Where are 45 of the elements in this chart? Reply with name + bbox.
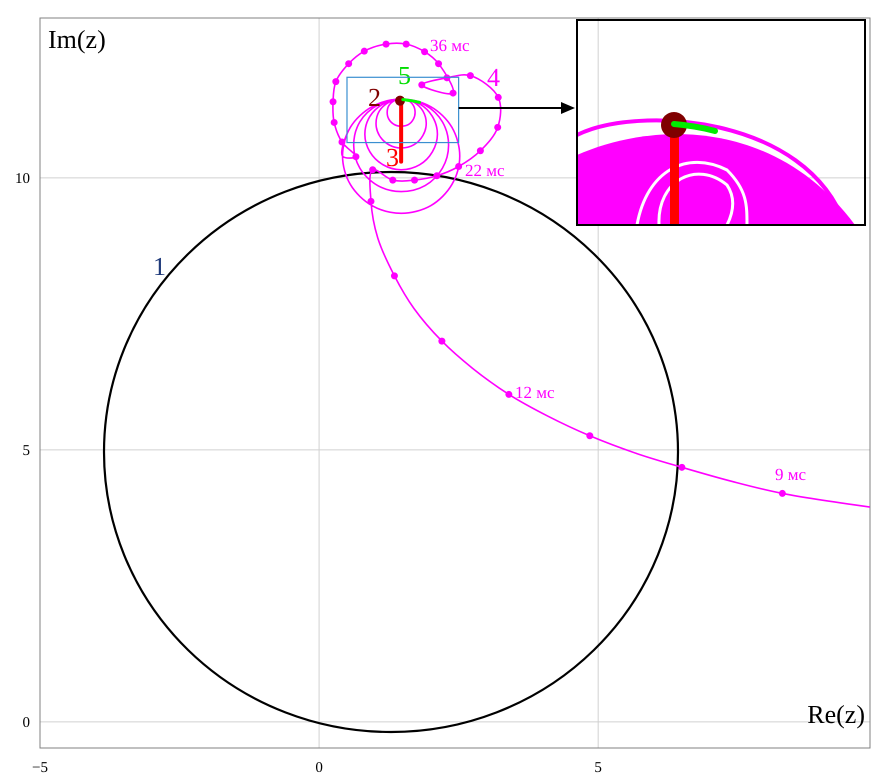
annotation: 3	[386, 143, 399, 172]
point	[494, 124, 502, 131]
x-tick-label: 0	[315, 760, 323, 776]
point	[382, 40, 390, 48]
point	[678, 464, 686, 471]
point	[332, 78, 340, 86]
point	[369, 166, 376, 174]
y-tick-label: 0	[22, 714, 30, 731]
point	[389, 176, 396, 184]
annotation: 36 мс	[430, 36, 470, 55]
point	[476, 147, 484, 154]
point	[402, 40, 410, 48]
point	[586, 432, 594, 440]
point	[435, 60, 442, 68]
point	[330, 118, 338, 126]
point	[455, 163, 462, 170]
point	[433, 172, 440, 180]
y-tick-label: 5	[22, 442, 30, 459]
point	[345, 60, 352, 68]
point	[367, 198, 374, 205]
point	[390, 272, 398, 280]
x-tick-label: −5	[32, 760, 48, 776]
point	[352, 153, 360, 160]
point	[421, 48, 428, 56]
point	[411, 176, 418, 184]
annotation: 4	[487, 63, 500, 92]
point	[778, 490, 786, 497]
annotation: 12 мс	[515, 383, 556, 402]
point	[338, 138, 346, 146]
y-tick-label: 10	[15, 170, 30, 187]
point	[494, 94, 502, 101]
point	[466, 72, 474, 80]
annotation: 1	[153, 252, 166, 281]
point	[330, 98, 337, 106]
point	[438, 338, 446, 345]
annotation: 2	[368, 83, 381, 112]
point	[450, 90, 457, 97]
point	[505, 390, 512, 398]
x-axis-title: Re(z)	[807, 700, 865, 729]
point	[418, 81, 426, 88]
y-axis-title: Im(z)	[48, 25, 106, 54]
annotation: 9 мс	[775, 465, 807, 484]
point	[360, 48, 368, 55]
x-tick-label: 5	[594, 760, 602, 776]
annotation: 22 мс	[465, 161, 506, 180]
